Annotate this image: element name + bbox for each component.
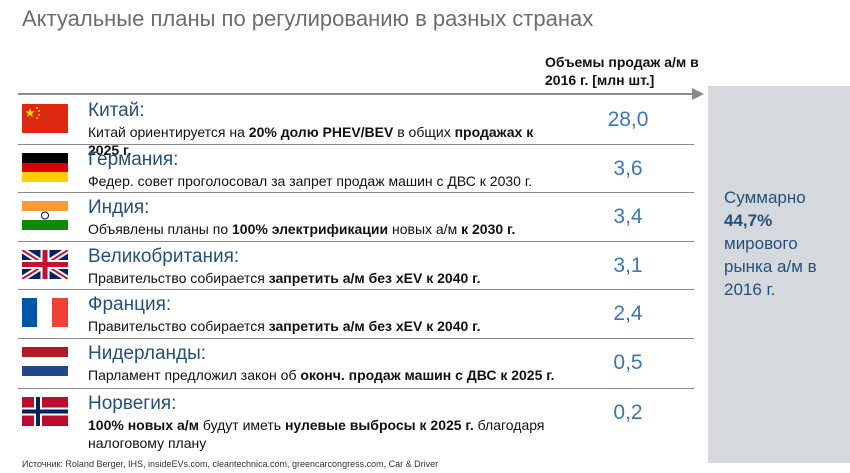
summary-line3: мирового xyxy=(724,234,798,253)
sales-value: 2,4 xyxy=(613,302,643,325)
source-note: Источник: Roland Berger, IHS, insideEVs.… xyxy=(22,459,439,469)
sales-value: 0,2 xyxy=(613,401,643,424)
netherlands-flag-icon xyxy=(22,347,68,376)
sales-value: 3,6 xyxy=(613,157,643,180)
country-name: Великобритания: xyxy=(88,246,240,267)
country-name: Франция: xyxy=(88,294,172,315)
page-title: Актуальные планы по регулированию в разн… xyxy=(22,6,594,31)
sales-value: 3,1 xyxy=(613,254,643,277)
sales-value: 28,0 xyxy=(607,108,649,131)
column-header-line1: Объемы продаж а/м в xyxy=(545,54,699,70)
row-divider xyxy=(18,192,694,193)
country-description: Китай ориентируется на 20% долю PHEV/BEV… xyxy=(88,124,534,158)
summary-line5: 2016 г. xyxy=(724,280,776,299)
header-arrow-line xyxy=(18,93,694,95)
norway-flag-icon xyxy=(22,397,68,426)
summary-percentage: 44,7% xyxy=(724,211,773,230)
sales-value: 3,4 xyxy=(613,205,643,228)
row-divider xyxy=(18,388,694,389)
row-divider xyxy=(18,241,694,242)
row-divider xyxy=(18,338,694,339)
country-name: Нидерланды: xyxy=(88,343,207,364)
sales-value: 0,5 xyxy=(613,351,643,374)
summary-box: Суммарно 44,7% мирового рынка а/м в 2016… xyxy=(708,86,850,463)
country-description: 100% новых а/м будут иметь нулевые выбро… xyxy=(88,417,545,451)
header-arrowhead xyxy=(692,88,704,100)
country-description: Правительство собирается запретить а/м б… xyxy=(88,270,481,286)
china-flag-icon xyxy=(22,104,68,133)
germany-flag-icon xyxy=(22,153,68,182)
summary-text: Суммарно 44,7% мирового рынка а/м в 2016… xyxy=(724,186,844,301)
country-description: Правительство собирается запретить а/м б… xyxy=(88,318,481,334)
country-name: Китай: xyxy=(88,100,145,121)
summary-line1: Суммарно xyxy=(724,188,806,207)
france-flag-icon xyxy=(22,298,68,327)
country-name: Индия: xyxy=(88,197,150,218)
row-divider xyxy=(18,289,694,290)
country-name: Германия: xyxy=(88,149,179,170)
column-header-line2: 2016 г. [млн шт.] xyxy=(545,72,655,88)
country-description: Парламент предложил закон об оконч. прод… xyxy=(88,367,555,383)
india-flag-icon xyxy=(22,201,68,230)
column-header: Объемы продаж а/м в 2016 г. [млн шт.] xyxy=(545,53,715,89)
country-description: Объявлены планы по 100% электрификации н… xyxy=(88,221,516,237)
country-name: Норвегия: xyxy=(88,393,177,414)
uk-flag-icon xyxy=(22,250,68,279)
summary-line4: рынка а/м в xyxy=(724,257,817,276)
country-description: Федер. совет проголосовал за запрет прод… xyxy=(88,173,533,189)
row-divider xyxy=(18,144,694,145)
